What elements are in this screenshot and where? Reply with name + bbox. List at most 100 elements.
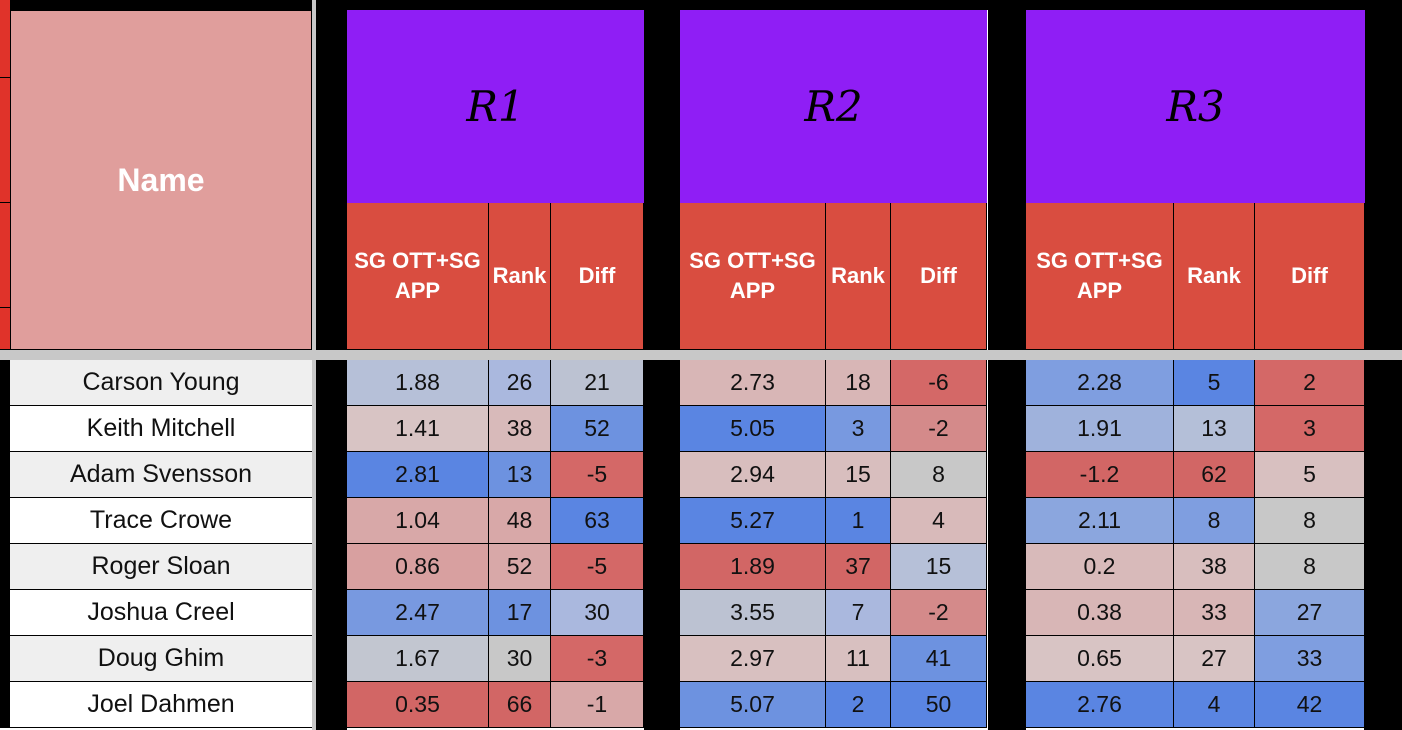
cell-rank[interactable]: 15 (826, 452, 891, 498)
player-name[interactable]: Trace Crowe (10, 498, 312, 544)
player-name[interactable]: Doug Ghim (10, 636, 312, 682)
column-separator (314, 0, 347, 730)
cell-sg[interactable]: 5.27 (680, 498, 826, 544)
column-separator (1364, 0, 1402, 730)
cell-rank[interactable]: 1 (826, 498, 891, 544)
subheader-sg-r3: SG OTT+SG APP (1026, 203, 1174, 350)
cell-diff[interactable]: -5 (551, 544, 644, 590)
cell-rank[interactable]: 13 (489, 452, 551, 498)
cell-rank[interactable]: 48 (489, 498, 551, 544)
cell-sg[interactable]: 3.55 (680, 590, 826, 636)
player-name[interactable]: Adam Svensson (10, 452, 312, 498)
cell-diff[interactable]: -1 (551, 682, 644, 728)
cell-rank[interactable]: 17 (489, 590, 551, 636)
cell-sg[interactable]: 0.2 (1026, 544, 1174, 590)
cell-diff[interactable]: 8 (1255, 498, 1365, 544)
cell-rank[interactable]: 5 (1174, 360, 1255, 406)
row-edge (0, 452, 10, 498)
cell-sg[interactable]: 0.35 (347, 682, 489, 728)
player-name[interactable]: Carson Young (10, 360, 312, 406)
player-name[interactable]: Roger Sloan (10, 544, 312, 590)
cell-rank[interactable]: 33 (1174, 590, 1255, 636)
cell-diff[interactable]: 4 (891, 498, 987, 544)
cell-rank[interactable]: 27 (1174, 636, 1255, 682)
row-edge (0, 682, 10, 728)
cell-diff[interactable]: 21 (551, 360, 644, 406)
cell-diff[interactable]: 42 (1255, 682, 1365, 728)
cell-sg[interactable]: 2.81 (347, 452, 489, 498)
cell-rank[interactable]: 26 (489, 360, 551, 406)
cell-sg[interactable]: 2.47 (347, 590, 489, 636)
cell-rank[interactable]: 13 (1174, 406, 1255, 452)
cell-diff[interactable]: 5 (1255, 452, 1365, 498)
cell-sg[interactable]: -1.2 (1026, 452, 1174, 498)
subheader-rank-r2: Rank (826, 203, 891, 350)
cell-sg[interactable]: 2.73 (680, 360, 826, 406)
subheader-diff-r2: Diff (891, 203, 987, 350)
name-header: Name (10, 10, 312, 350)
cell-rank[interactable]: 66 (489, 682, 551, 728)
cell-sg[interactable]: 2.11 (1026, 498, 1174, 544)
cell-diff[interactable]: 33 (1255, 636, 1365, 682)
header-row-divider (0, 350, 1402, 360)
cell-diff[interactable]: -2 (891, 590, 987, 636)
player-name[interactable]: Joel Dahmen (10, 682, 312, 728)
cell-sg[interactable]: 1.04 (347, 498, 489, 544)
cell-rank[interactable]: 4 (1174, 682, 1255, 728)
cell-rank[interactable]: 18 (826, 360, 891, 406)
cell-sg[interactable]: 1.67 (347, 636, 489, 682)
cell-rank[interactable]: 52 (489, 544, 551, 590)
cell-sg[interactable]: 2.28 (1026, 360, 1174, 406)
cell-diff[interactable]: -3 (551, 636, 644, 682)
cell-sg[interactable]: 1.41 (347, 406, 489, 452)
cell-rank[interactable]: 62 (1174, 452, 1255, 498)
cell-sg[interactable]: 5.07 (680, 682, 826, 728)
player-name[interactable]: Joshua Creel (10, 590, 312, 636)
cell-sg[interactable]: 2.94 (680, 452, 826, 498)
subheader-diff-r1: Diff (551, 203, 644, 350)
cell-diff[interactable]: 3 (1255, 406, 1365, 452)
cell-diff[interactable]: 52 (551, 406, 644, 452)
cell-rank[interactable]: 8 (1174, 498, 1255, 544)
cell-diff[interactable]: 2 (1255, 360, 1365, 406)
cell-diff[interactable]: -6 (891, 360, 987, 406)
cell-sg[interactable]: 2.97 (680, 636, 826, 682)
cell-diff[interactable]: 15 (891, 544, 987, 590)
cell-sg[interactable]: 1.88 (347, 360, 489, 406)
cell-diff[interactable]: -5 (551, 452, 644, 498)
cell-rank[interactable]: 11 (826, 636, 891, 682)
round-header-r3: R3 (1026, 10, 1365, 203)
cell-rank[interactable]: 30 (489, 636, 551, 682)
cell-rank[interactable]: 38 (1174, 544, 1255, 590)
cell-diff[interactable]: 63 (551, 498, 644, 544)
row-edge (0, 406, 10, 452)
subheader-sg-r1: SG OTT+SG APP (347, 203, 489, 350)
cell-diff[interactable]: 30 (551, 590, 644, 636)
cell-sg[interactable]: 1.89 (680, 544, 826, 590)
column-separator (644, 0, 680, 730)
cell-diff[interactable]: 50 (891, 682, 987, 728)
row-edge (0, 544, 10, 590)
cell-diff[interactable]: 27 (1255, 590, 1365, 636)
row-header-cell (0, 0, 10, 78)
cell-diff[interactable]: 8 (1255, 544, 1365, 590)
column-separator (988, 0, 1026, 730)
cell-diff[interactable]: 41 (891, 636, 987, 682)
cell-diff[interactable]: -2 (891, 406, 987, 452)
cell-sg[interactable]: 0.38 (1026, 590, 1174, 636)
subheader-diff-r3: Diff (1255, 203, 1365, 350)
cell-rank[interactable]: 7 (826, 590, 891, 636)
player-name[interactable]: Keith Mitchell (10, 406, 312, 452)
cell-rank[interactable]: 37 (826, 544, 891, 590)
cell-rank[interactable]: 38 (489, 406, 551, 452)
round-header-r2: R2 (680, 10, 987, 203)
cell-rank[interactable]: 3 (826, 406, 891, 452)
cell-sg[interactable]: 0.86 (347, 544, 489, 590)
cell-diff[interactable]: 8 (891, 452, 987, 498)
row-header-cell (0, 203, 10, 308)
cell-sg[interactable]: 0.65 (1026, 636, 1174, 682)
cell-sg[interactable]: 2.76 (1026, 682, 1174, 728)
cell-rank[interactable]: 2 (826, 682, 891, 728)
cell-sg[interactable]: 5.05 (680, 406, 826, 452)
cell-sg[interactable]: 1.91 (1026, 406, 1174, 452)
